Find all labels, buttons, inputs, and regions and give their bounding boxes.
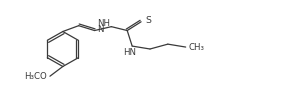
Text: NH: NH: [98, 19, 111, 28]
Text: CH₃: CH₃: [189, 43, 205, 52]
Text: H₃CO: H₃CO: [24, 72, 47, 81]
Text: N: N: [98, 25, 104, 34]
Text: S: S: [145, 16, 151, 25]
Text: HN: HN: [123, 48, 136, 57]
